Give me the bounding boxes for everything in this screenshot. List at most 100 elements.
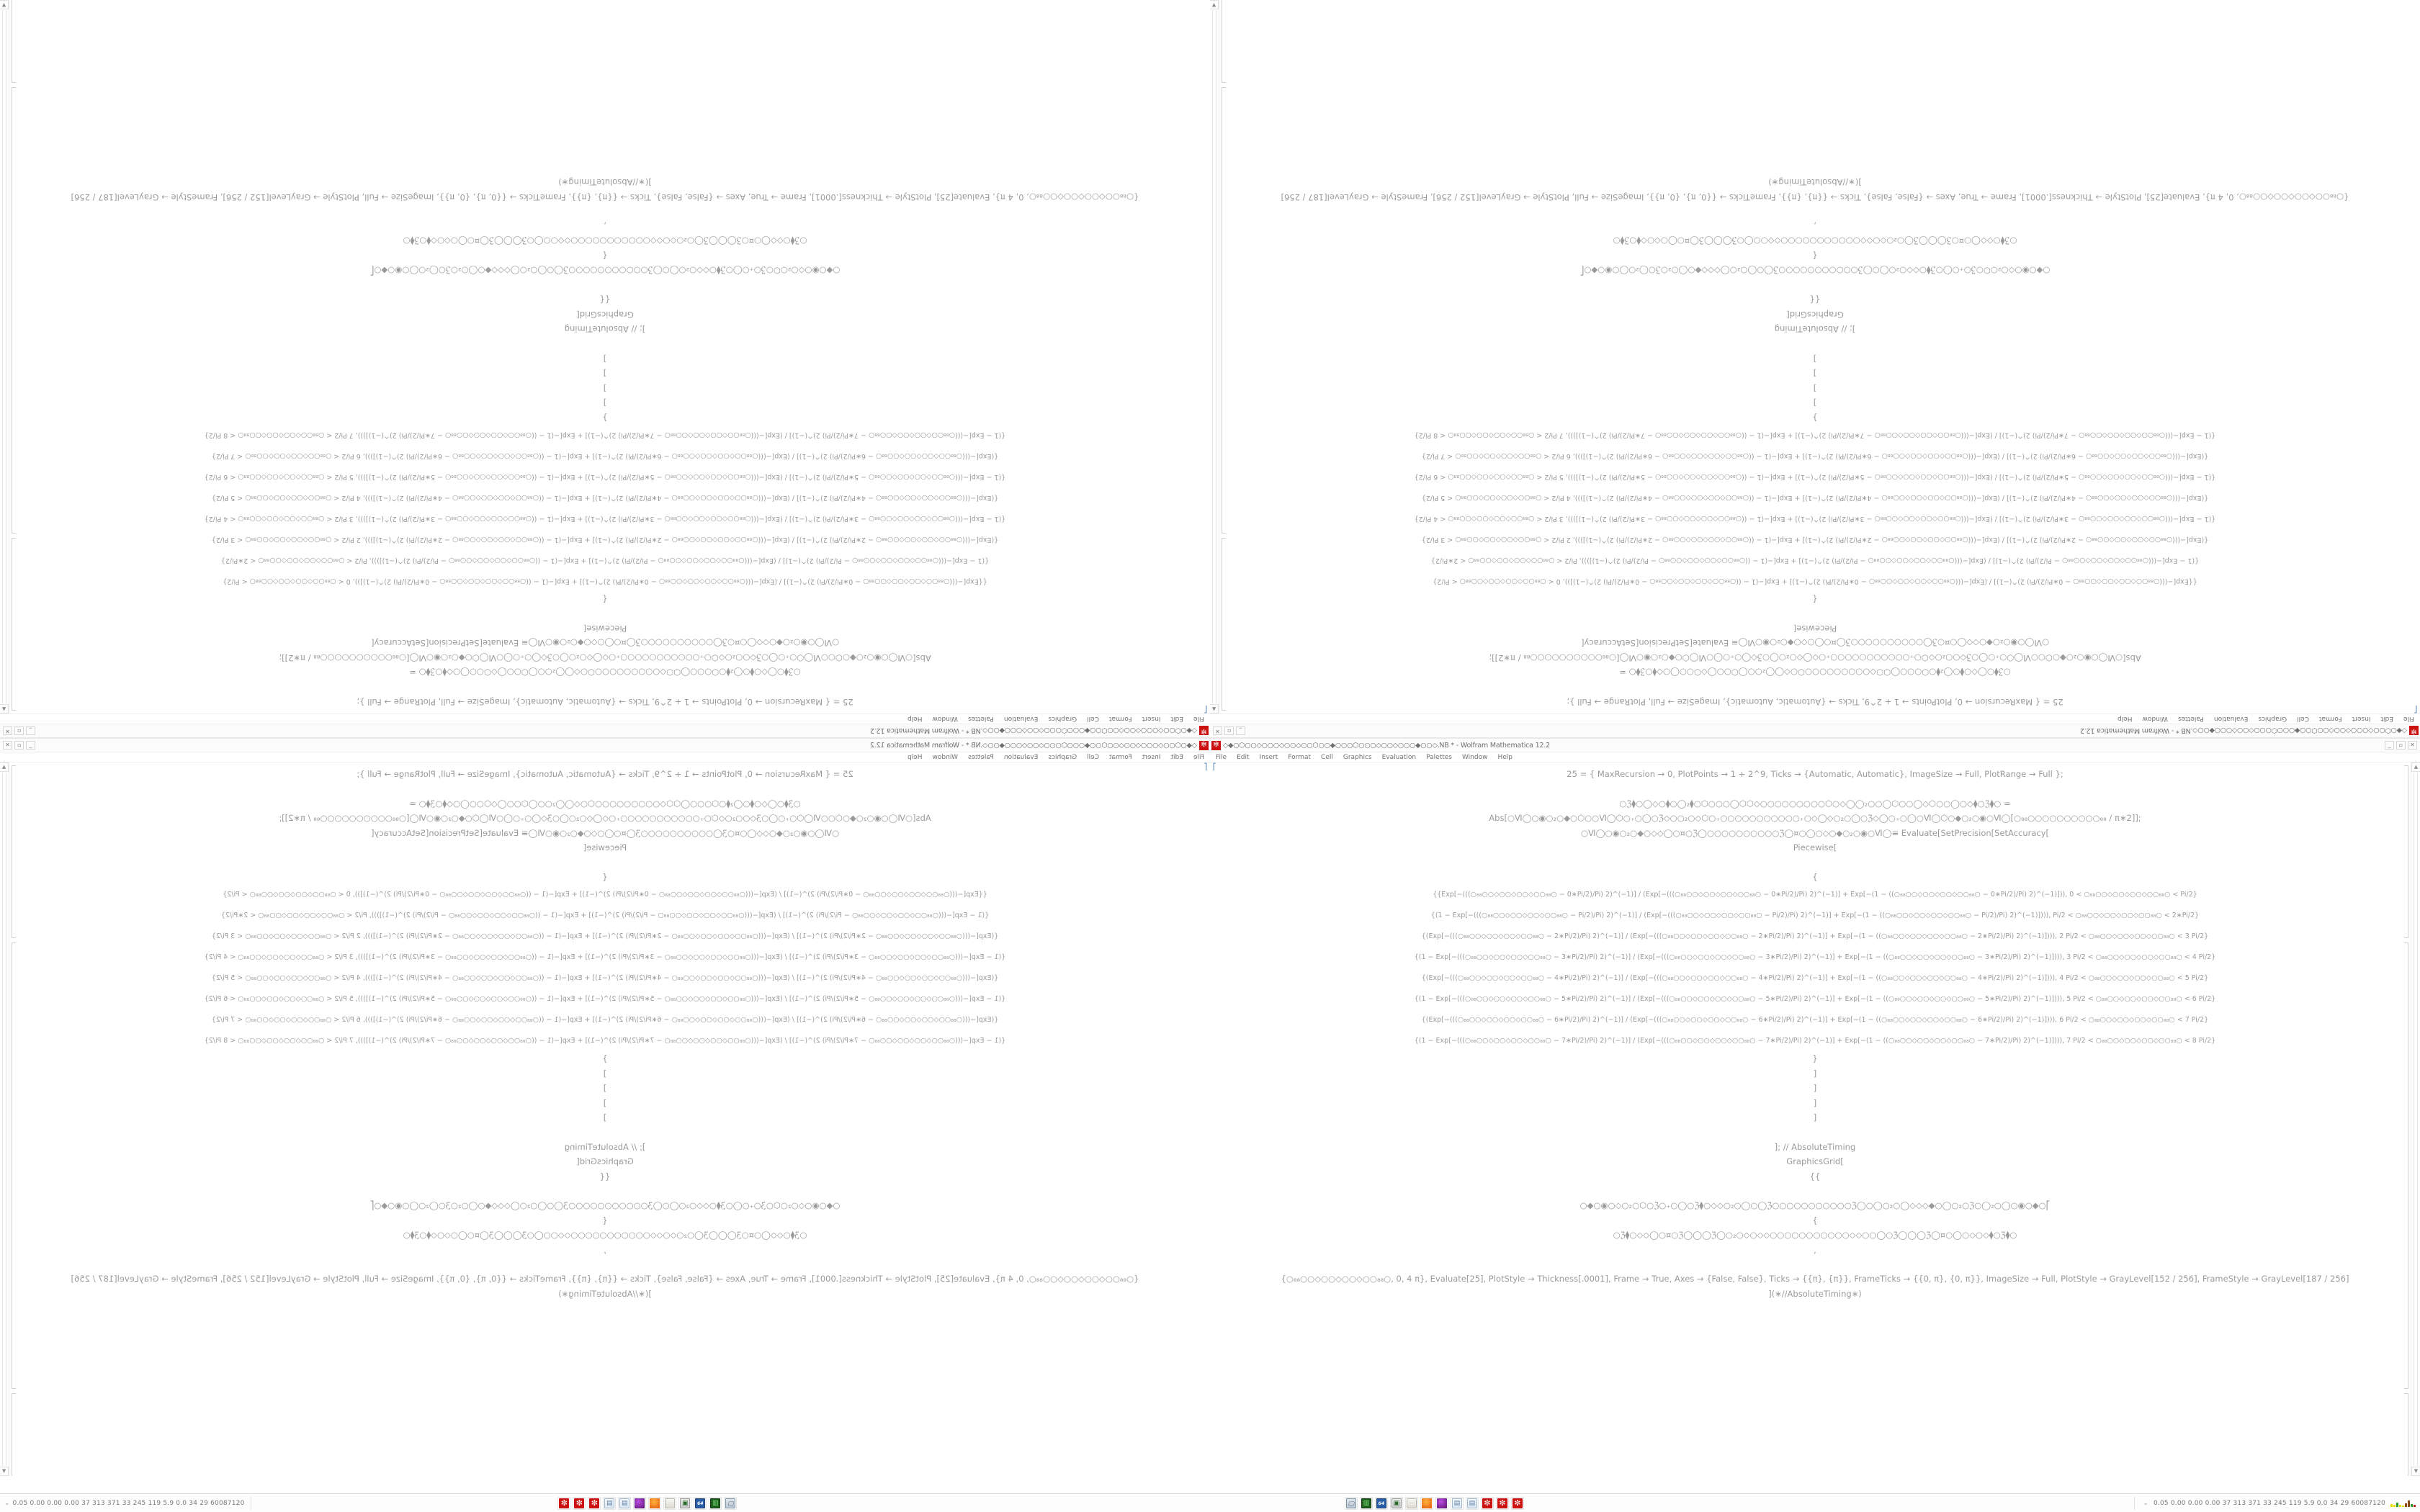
purple-app-icon[interactable]: [633, 1496, 647, 1510]
monitor-icon[interactable]: [724, 1496, 738, 1510]
notebook-body[interactable]: 25 = { MaxRecursion → 0, PlotPoints → 1 …: [1210, 0, 2420, 714]
scrollbar-track[interactable]: [2414, 773, 2418, 1466]
menu-item-palettes[interactable]: Palettes: [1426, 753, 1452, 761]
notebook-menu-bar[interactable]: File Edit Insert Format Cell Graphics Evaluati…: [1210, 752, 2420, 762]
scroll-up-arrow[interactable]: ▲: [1210, 704, 1219, 714]
cell-bracket[interactable]: [12, 942, 16, 1389]
cell-bracket[interactable]: [2404, 942, 2408, 1389]
cell-bracket[interactable]: [1222, 538, 1226, 711]
notepad-icon[interactable]: [663, 1496, 677, 1510]
menu-item-window[interactable]: Window: [932, 753, 959, 761]
scroll-down-arrow[interactable]: ▼: [0, 0, 9, 9]
menu-item-format[interactable]: Format: [1108, 753, 1132, 761]
scrollbar-track[interactable]: [2, 10, 6, 703]
menu-item-help[interactable]: Help: [907, 753, 923, 761]
close-button[interactable]: ✕: [3, 741, 12, 750]
maximize-button[interactable]: ▫: [2396, 741, 2406, 750]
menu-item-help[interactable]: Help: [1497, 753, 1513, 761]
menu-item-insert[interactable]: Insert: [2352, 715, 2371, 723]
menu-item-window[interactable]: Window: [2142, 715, 2169, 723]
cell-bracket[interactable]: [12, 0, 16, 83]
terminal-icon[interactable]: [678, 1496, 692, 1510]
taskbar-icon-group-bottom-mirror[interactable]: [1344, 1496, 1524, 1510]
window-controls[interactable]: _ ▫ ✕: [1, 741, 35, 750]
mathematica-icon[interactable]: [573, 1496, 586, 1510]
mathematica-icon[interactable]: [1480, 1496, 1494, 1510]
menu-item-insert[interactable]: Insert: [1142, 753, 1161, 761]
cell-bracket[interactable]: [12, 538, 16, 711]
maximize-button[interactable]: ▫: [1224, 726, 1234, 735]
notebook-code-area[interactable]: 25 = { MaxRecursion → 0, PlotPoints → 1 …: [1210, 156, 2420, 714]
menu-item-edit[interactable]: Edit: [1237, 753, 1250, 761]
menu-item-format[interactable]: Format: [1288, 753, 1312, 761]
firefox-icon[interactable]: [1420, 1496, 1433, 1510]
minimize-button[interactable]: _: [26, 726, 35, 735]
notebook-menu-bar[interactable]: File Edit Insert Format Cell Graphics Evaluati…: [0, 714, 1210, 724]
menu-item-file[interactable]: File: [2403, 715, 2414, 723]
menu-item-cell[interactable]: Cell: [1087, 753, 1099, 761]
menu-item-window[interactable]: Window: [932, 715, 959, 723]
notebook-window-right[interactable]: ◇◆○⬡○○◇○○○◇○○◇○○⬡○○◆○○○⬡○○○◇○○◇○○○◆○○◇.N…: [1210, 739, 2420, 1476]
mathematica-icon[interactable]: [588, 1496, 601, 1510]
menu-item-cell[interactable]: Cell: [2297, 715, 2309, 723]
calculator-icon[interactable]: [603, 1496, 617, 1510]
cell-bracket[interactable]: [12, 1393, 16, 1476]
notebook-body[interactable]: 25 = { MaxRecursion → 0, PlotPoints → 1 …: [1210, 762, 2420, 1476]
vertical-scrollbar[interactable]: ▲ ▼: [0, 762, 9, 1476]
notebook-menu-bar[interactable]: File Edit Insert Format Cell Graphics Evaluati…: [0, 752, 1210, 762]
menu-item-palettes[interactable]: Palettes: [968, 753, 994, 761]
minimize-button[interactable]: _: [2385, 741, 2394, 750]
purple-app-icon[interactable]: [1435, 1496, 1448, 1510]
menu-item-evaluation[interactable]: Evaluation: [1003, 753, 1039, 761]
green-term-icon[interactable]: [709, 1496, 722, 1510]
menu-item-edit[interactable]: Edit: [1170, 753, 1183, 761]
vertical-scrollbar[interactable]: ▲ ▼: [0, 0, 9, 714]
menu-item-file[interactable]: File: [1216, 753, 1227, 761]
menu-item-help[interactable]: Help: [907, 715, 923, 723]
menu-item-graphics[interactable]: Graphics: [2258, 715, 2287, 723]
disk-64-icon[interactable]: [694, 1496, 707, 1510]
window-controls[interactable]: _ ▫ ✕: [2385, 741, 2419, 750]
vertical-scrollbar[interactable]: ▲ ▼: [2411, 762, 2420, 1476]
close-button[interactable]: ✕: [1213, 726, 1222, 735]
scroll-up-arrow[interactable]: ▲: [0, 762, 9, 772]
menu-item-window[interactable]: Window: [1461, 753, 1488, 761]
menu-item-graphics[interactable]: Graphics: [1048, 715, 1077, 723]
close-button[interactable]: ✕: [2408, 741, 2417, 750]
notebook-menu-bar[interactable]: File Edit Insert Format Cell Graphics Evaluati…: [1210, 714, 2420, 724]
minimize-button[interactable]: _: [26, 741, 35, 750]
notebook-window-mirror-a[interactable]: ◇◆○⬡○○◇○○○◇○○◇○○⬡○○◆○○○⬡○○○◇○○◇○○○◆○○◇.N…: [1210, 0, 2420, 737]
menu-item-palettes[interactable]: Palettes: [968, 715, 994, 723]
menu-item-evaluation[interactable]: Evaluation: [2213, 715, 2249, 723]
green-term-icon[interactable]: [1359, 1496, 1373, 1510]
taskbar-bottom[interactable]: ⌄ 0.05 0.00 0.00 0.00 37 313 371 33 245 …: [0, 1493, 2420, 1512]
cell-bracket[interactable]: [1222, 0, 1226, 83]
menu-item-insert[interactable]: Insert: [1259, 753, 1278, 761]
maximize-button[interactable]: ▫: [14, 741, 24, 750]
disk-64-icon[interactable]: [1374, 1496, 1388, 1510]
taskbar-icon-group-bottom[interactable]: [557, 1496, 738, 1510]
notebook-code-area[interactable]: 25 = { MaxRecursion → 0, PlotPoints → 1 …: [0, 762, 1210, 1320]
cell-bracket[interactable]: [12, 87, 16, 534]
minimize-button[interactable]: _: [1236, 726, 1245, 735]
notebook-code-area[interactable]: 25 = { MaxRecursion → 0, PlotPoints → 1 …: [0, 156, 1210, 714]
menu-item-insert[interactable]: Insert: [1142, 715, 1161, 723]
menu-item-palettes[interactable]: Palettes: [2178, 715, 2204, 723]
window-controls[interactable]: _ ▫ ✕: [1211, 726, 1245, 735]
calculator-icon[interactable]: [618, 1496, 632, 1510]
calculator-icon[interactable]: [1465, 1496, 1479, 1510]
scroll-up-arrow[interactable]: ▲: [2411, 762, 2420, 772]
menu-item-evaluation[interactable]: Evaluation: [1381, 753, 1417, 761]
cell-bracket[interactable]: [2404, 765, 2408, 938]
maximize-button[interactable]: ▫: [14, 726, 24, 735]
firefox-icon[interactable]: [648, 1496, 662, 1510]
menu-item-file[interactable]: File: [1193, 753, 1204, 761]
chevron-down-icon[interactable]: ⌄: [4, 1499, 10, 1507]
menu-item-cell[interactable]: Cell: [1087, 715, 1099, 723]
notepad-icon[interactable]: [1404, 1496, 1418, 1510]
cell-bracket[interactable]: [12, 765, 16, 938]
notebook-body[interactable]: 25 = { MaxRecursion → 0, PlotPoints → 1 …: [0, 0, 1210, 714]
cell-bracket[interactable]: [1222, 87, 1226, 534]
chevron-down-icon[interactable]: ⌄: [2143, 1499, 2148, 1507]
scrollbar-track[interactable]: [1212, 10, 1216, 703]
